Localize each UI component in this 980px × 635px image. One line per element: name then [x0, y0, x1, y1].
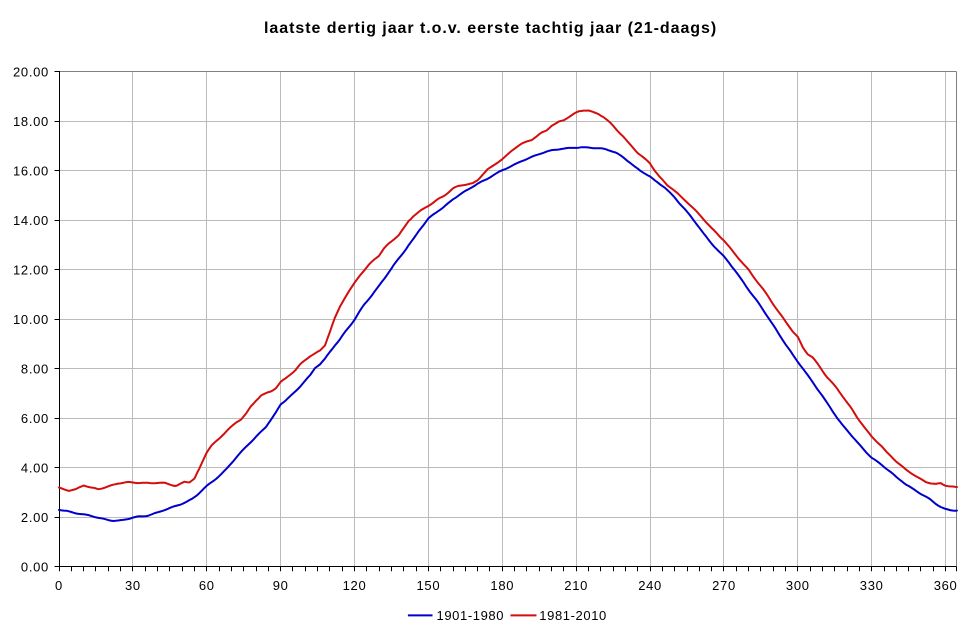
svg-text:360: 360	[934, 578, 958, 593]
svg-text:240: 240	[638, 578, 662, 593]
svg-text:8.00: 8.00	[21, 362, 49, 377]
svg-text:210: 210	[564, 578, 588, 593]
svg-text:6.00: 6.00	[21, 411, 49, 426]
svg-text:120: 120	[343, 578, 367, 593]
svg-text:20.00: 20.00	[13, 65, 49, 80]
svg-text:0.00: 0.00	[21, 560, 49, 575]
svg-text:330: 330	[860, 578, 884, 593]
svg-text:18.00: 18.00	[13, 114, 49, 129]
svg-text:2.00: 2.00	[21, 510, 49, 525]
svg-text:300: 300	[786, 578, 810, 593]
svg-text:180: 180	[490, 578, 514, 593]
svg-text:10.00: 10.00	[13, 312, 49, 327]
svg-text:60: 60	[199, 578, 215, 593]
svg-text:150: 150	[417, 578, 441, 593]
svg-text:90: 90	[273, 578, 289, 593]
svg-text:12.00: 12.00	[13, 263, 49, 278]
svg-text:270: 270	[712, 578, 736, 593]
svg-text:1981-2010: 1981-2010	[539, 608, 607, 623]
svg-text:4.00: 4.00	[21, 461, 49, 476]
svg-text:14.00: 14.00	[13, 213, 49, 228]
svg-text:30: 30	[125, 578, 141, 593]
svg-text:laatste dertig jaar t.o.v. eer: laatste dertig jaar t.o.v. eerste tachti…	[264, 20, 717, 37]
svg-text:16.00: 16.00	[13, 164, 49, 179]
svg-text:0: 0	[55, 578, 63, 593]
svg-text:1901-1980: 1901-1980	[437, 608, 505, 623]
